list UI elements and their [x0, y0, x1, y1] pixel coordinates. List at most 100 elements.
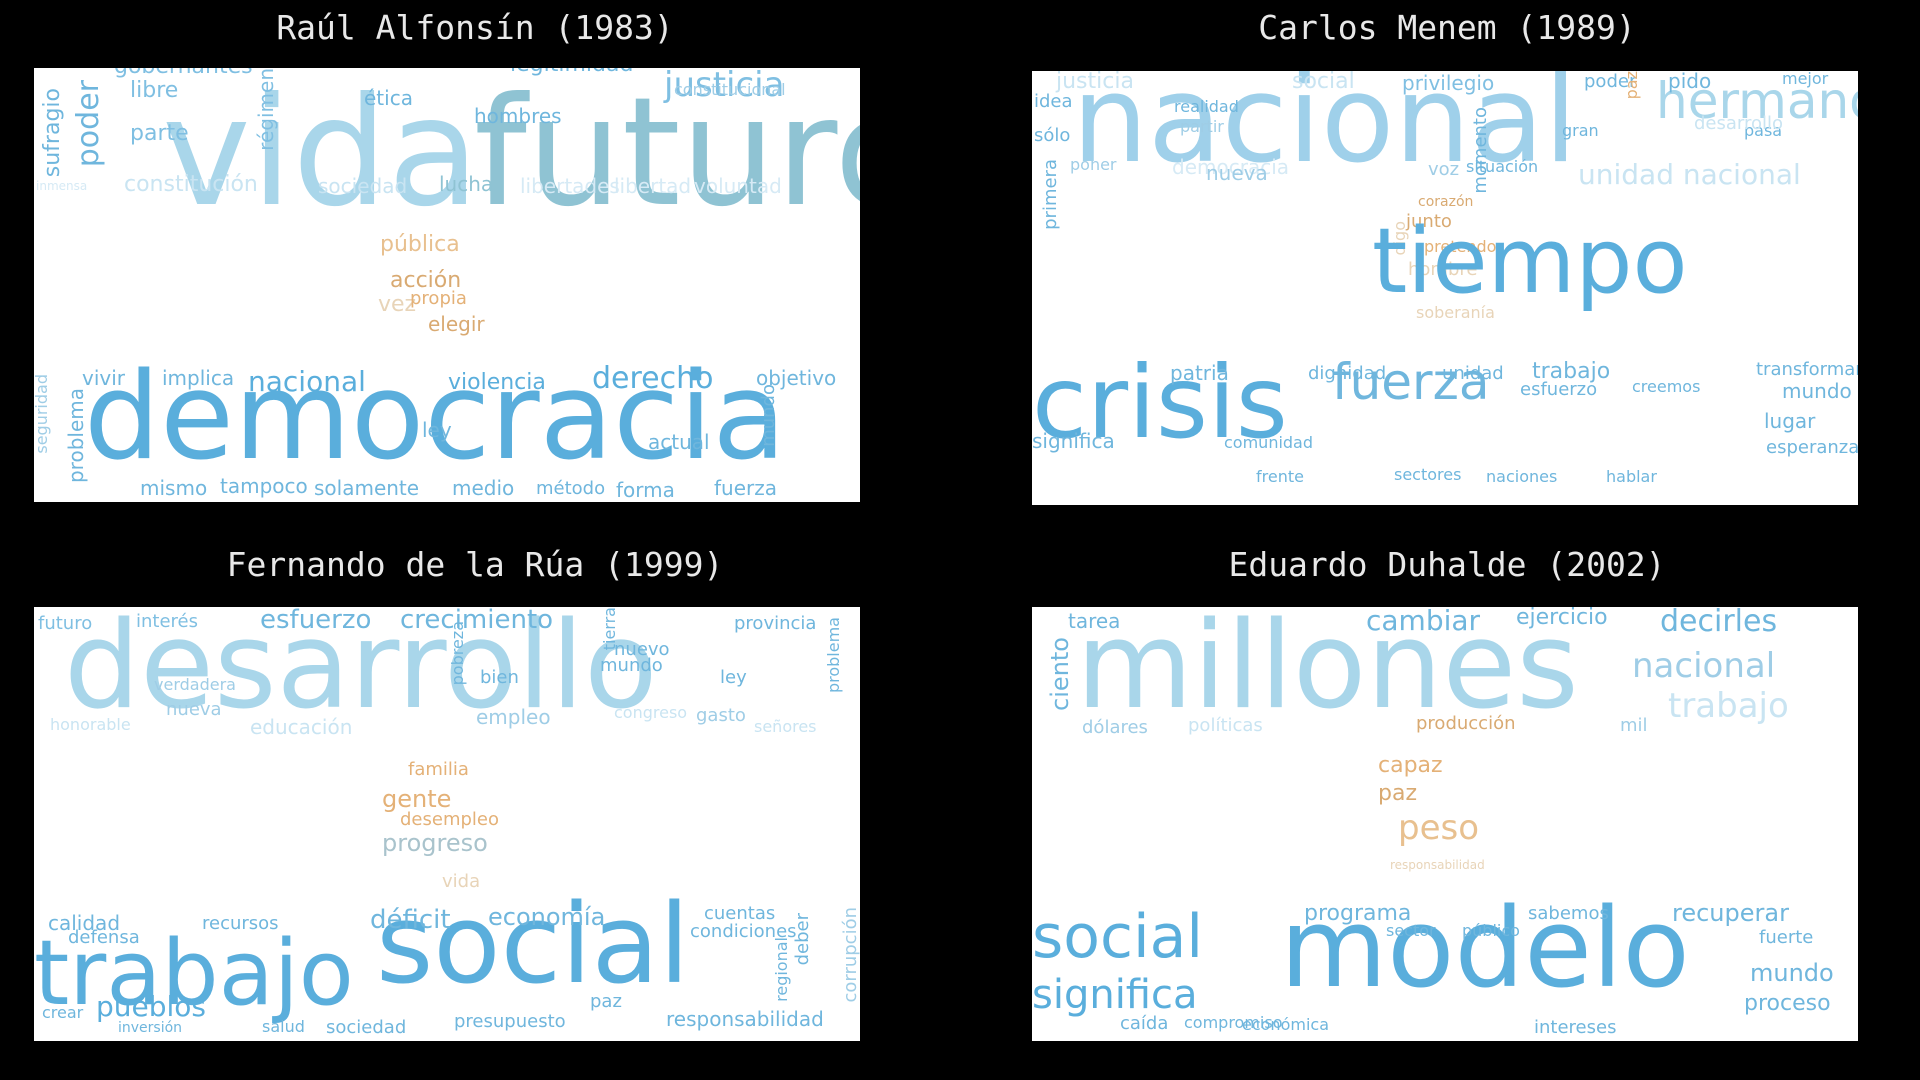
wordcloud-word: significa — [1032, 972, 1198, 1018]
wordcloud-word: objetivo — [756, 366, 837, 390]
wordcloud-word: gobernantes — [114, 68, 253, 78]
wordcloud-word: actual — [648, 430, 710, 454]
wordcloud-word: proceso — [1744, 991, 1831, 1016]
wordcloud-word: corazón — [1418, 194, 1474, 210]
wordcloud-word: vida — [442, 871, 481, 892]
wordcloud-word: nacional — [1632, 646, 1776, 686]
wordcloud-word: democracia — [84, 348, 787, 487]
wordcloud-word: democracia — [1172, 155, 1290, 179]
wordcloud-word: unidad nacional — [1578, 158, 1801, 191]
wordcloud-word: esfuerzo — [1520, 379, 1598, 400]
wordcloud-word: situación — [1466, 157, 1539, 176]
wordcloud-word: desempleo — [400, 809, 499, 830]
wordcloud-word: parte — [130, 121, 189, 146]
wordcloud-word: elegir — [428, 312, 485, 336]
wordcloud-word: futuro — [474, 68, 860, 240]
wordcloud-word: sólo — [1034, 125, 1071, 146]
wordcloud-word: mundo — [1750, 959, 1834, 987]
wordcloud-word: legitimidad — [510, 68, 633, 76]
wordcloud-word: modelo — [1280, 884, 1690, 1012]
wordcloud-word: creemos — [1632, 377, 1701, 396]
wordcloud-word: sociedad — [318, 174, 408, 198]
wordcloud-word: bien — [480, 667, 519, 688]
wordcloud-word: intereses — [1534, 1017, 1617, 1038]
panel-title-duhalde: Eduardo Duhalde (2002) — [1228, 545, 1666, 584]
wordcloud-word: junto — [1406, 211, 1452, 232]
wordcloud-word: empleo — [476, 705, 551, 729]
wordcloud-word: programa — [1304, 901, 1412, 926]
wordcloud-word: futuro — [38, 613, 93, 634]
wordcloud-word: fuerza — [1332, 353, 1490, 411]
wordcloud-word: millones — [1076, 607, 1579, 736]
wordcloud-word: voz — [1428, 159, 1460, 180]
wordcloud-word: pueblos — [96, 990, 207, 1023]
wordcloud-word: pasa — [1744, 121, 1783, 140]
wordcloud-word: gasto — [696, 705, 746, 726]
wordcloud-word: pública — [380, 232, 460, 257]
wordcloud-word: partir — [1180, 117, 1224, 136]
wordcloud-word: esfuerzo — [260, 607, 372, 635]
wordcloud-word: ciento — [1046, 637, 1074, 711]
wordcloud-word: inversión — [118, 1020, 183, 1036]
wordcloud-word: problema — [824, 617, 843, 694]
wordcloud-word: crisis — [1032, 344, 1288, 461]
wordcloud-word: interés — [136, 611, 198, 632]
wordcloud-word: lugar — [1764, 409, 1816, 433]
wordcloud-word: social — [1032, 902, 1204, 972]
wordcloud-word: unidad — [1442, 363, 1504, 384]
wordcloud-word: sociedad — [326, 1017, 407, 1038]
wordcloud-word: social — [376, 880, 690, 1008]
wordcloud-word: poder — [71, 80, 106, 168]
wordcloud-word: forma — [616, 478, 675, 502]
wordcloud-word: gente — [382, 785, 452, 813]
wordcloud-word: mundo — [1782, 379, 1852, 403]
wordcloud-word: frente — [1256, 467, 1304, 486]
wordcloud-word: esperanza — [1766, 437, 1858, 458]
wordcloud-word: tiempo — [1372, 209, 1688, 314]
wordcloud-word: responsabilidad — [1390, 858, 1485, 872]
wordcloud-word: vivir — [82, 366, 126, 390]
wordcloud-word: derecho — [592, 361, 714, 396]
wordcloud-word: mil — [1620, 715, 1648, 736]
wordcloud-word: mundo — [758, 384, 779, 447]
wordcloud-word: libre — [130, 78, 179, 103]
wordcloud-word: tampoco — [220, 474, 308, 498]
wordcloud-word: regional — [772, 937, 791, 1002]
wordcloud-word: lucha — [439, 172, 494, 196]
wordcloud-word: violencia — [448, 370, 546, 395]
wordcloud-word: dignidad — [1308, 363, 1387, 384]
wordcloud-alfonsin: vidafuturo democracia justicia gobernantes p… — [34, 68, 860, 502]
wordcloud-word: poner — [1070, 155, 1117, 174]
wordcloud-word: capaz — [1378, 753, 1443, 778]
wordcloud-word: ley — [720, 667, 747, 688]
wordcloud-word: dólares — [1082, 717, 1148, 738]
wordcloud-word: trabajo — [1668, 686, 1789, 726]
wordcloud-word: condiciones — [690, 921, 797, 942]
wordcloud-word: políticas — [1188, 715, 1263, 736]
panel-title-delarua: Fernando de la Rúa (1999) — [226, 545, 724, 584]
wordcloud-word: peso — [1398, 808, 1480, 848]
wordcloud-word: producción — [1416, 713, 1516, 734]
wordcloud-menem: nacional hermano unidad nacional justicia so… — [1032, 71, 1858, 505]
wordcloud-word: paz — [1378, 781, 1417, 806]
wordcloud-word: medio — [452, 476, 515, 500]
wordcloud-word: compromiso — [1184, 1013, 1283, 1032]
wordcloud-word: tarea — [1068, 609, 1121, 633]
wordcloud-word: recursos — [202, 913, 279, 934]
wordcloud-word: naciones — [1486, 467, 1558, 486]
wordcloud-word: desarrollo — [1694, 113, 1784, 134]
wordcloud-word: seguridad — [34, 374, 51, 454]
wordcloud-word: cambiar — [1366, 607, 1481, 637]
wordcloud-word: calidad — [48, 911, 121, 935]
wordcloud-word: libertades — [520, 174, 620, 198]
wordcloud-word: problema — [64, 388, 88, 484]
wordcloud-word: paz — [590, 991, 622, 1012]
wordcloud-word: voluntad — [694, 174, 782, 198]
wordcloud-word: provincia — [734, 613, 817, 634]
wordcloud-word: pretendo — [1424, 237, 1497, 256]
wordcloud-word: privilegio — [1402, 71, 1495, 95]
wordcloud-delarua: desarrollo trabajo social futuro interés esfu… — [34, 607, 860, 1041]
wordcloud-word: justicia — [664, 68, 785, 105]
wordcloud-word: defensa — [68, 927, 140, 948]
wordcloud-word: corrupción — [840, 907, 860, 1003]
